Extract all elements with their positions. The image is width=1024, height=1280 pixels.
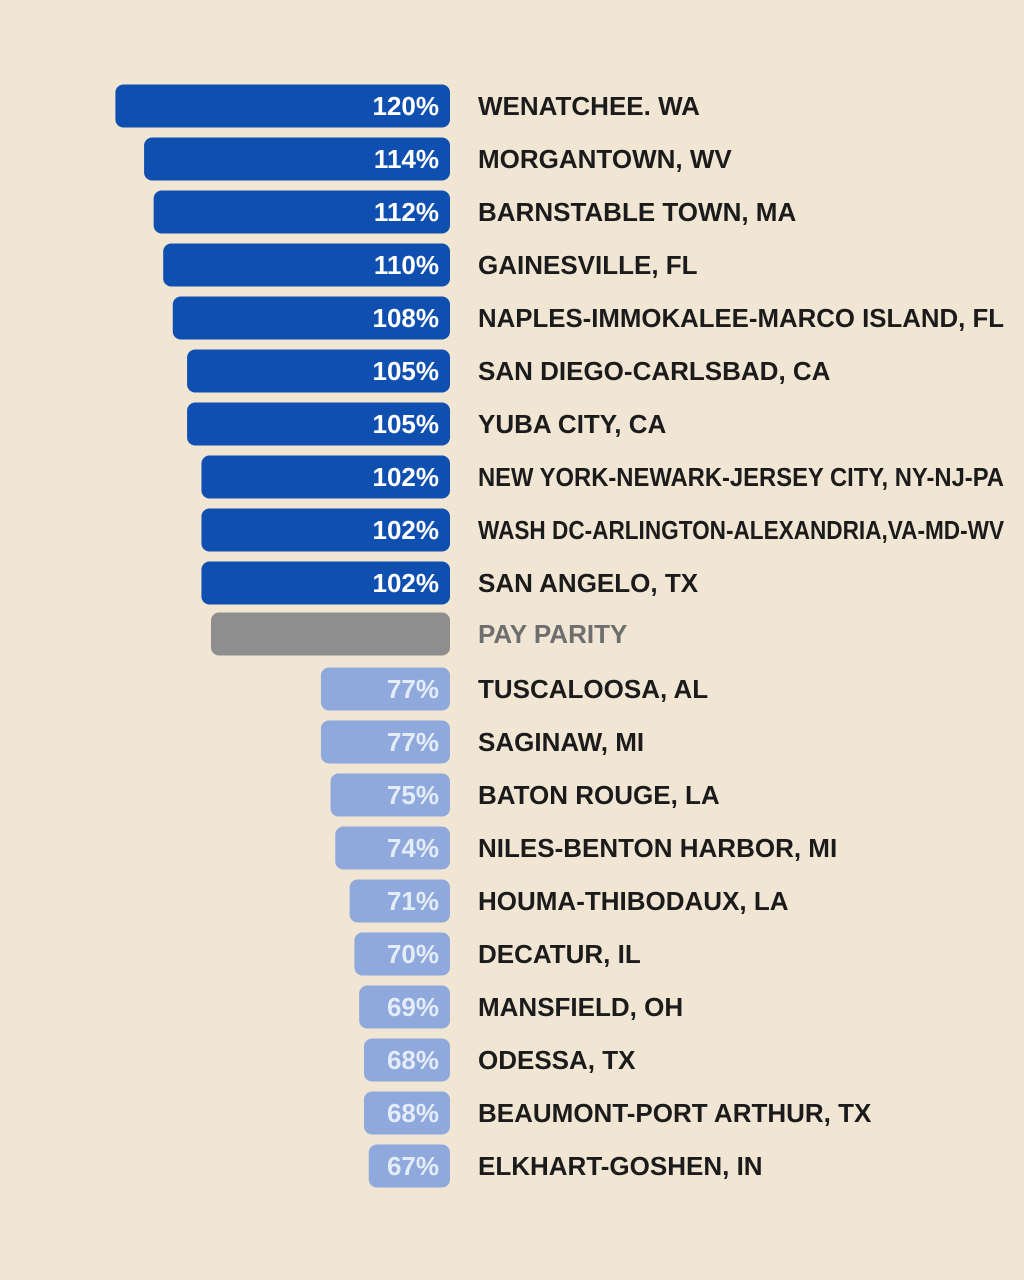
bar xyxy=(201,508,450,552)
bar-value-label: 120% xyxy=(373,91,440,121)
bar-row: 74% NILES-BENTON HARBOR, MI xyxy=(335,826,837,870)
category-label: YUBA CITY, CA xyxy=(478,409,666,439)
bar xyxy=(201,561,450,605)
category-label: WASH DC-ARLINGTON-ALEXANDRIA,VA-MD-WV xyxy=(478,515,1005,545)
category-label: NEW YORK-NEWARK-JERSEY CITY, NY-NJ-PA xyxy=(478,462,1004,492)
category-label: GAINESVILLE, FL xyxy=(478,250,698,280)
category-label: BEAUMONT-PORT ARTHUR, TX xyxy=(478,1098,872,1128)
bar xyxy=(359,985,450,1029)
bar-row: 75% BATON ROUGE, LA xyxy=(330,773,720,817)
category-label: MANSFIELD, OH xyxy=(478,992,683,1022)
bar-row: 105% SAN DIEGO-CARLSBAD, CA xyxy=(187,349,831,393)
bar-row: PAY PARITY xyxy=(211,612,627,656)
bar-value-label: 67% xyxy=(387,1151,439,1181)
bar-value-label: 68% xyxy=(387,1045,439,1075)
parity-bar xyxy=(211,612,450,656)
bar-row: 69% MANSFIELD, OH xyxy=(359,985,683,1029)
bar-row: 105% YUBA CITY, CA xyxy=(187,402,666,446)
bar-row: 102% NEW YORK-NEWARK-JERSEY CITY, NY-NJ-P… xyxy=(201,455,1004,499)
bar-row: 68% ODESSA, TX xyxy=(363,1038,636,1082)
bar-value-label: 102% xyxy=(373,515,440,545)
bar-row: 77% TUSCALOOSA, AL xyxy=(320,667,708,711)
bar-value-label: 74% xyxy=(387,833,439,863)
bar-value-label: 102% xyxy=(373,462,440,492)
bar xyxy=(368,1144,450,1188)
bar-row: 108% NAPLES-IMMOKALEE-MARCO ISLAND, FL xyxy=(172,296,1004,340)
category-label: SAGINAW, MI xyxy=(478,727,644,757)
bar-value-label: 110% xyxy=(374,250,439,280)
bar-row: 102% WASH DC-ARLINGTON-ALEXANDRIA,VA-MD-W… xyxy=(201,508,1005,552)
bar-row: 67% ELKHART-GOSHEN, IN xyxy=(368,1144,763,1188)
category-label: ODESSA, TX xyxy=(478,1045,636,1075)
bar xyxy=(115,84,451,128)
category-label: ELKHART-GOSHEN, IN xyxy=(478,1151,763,1181)
bar-row: 77% SAGINAW, MI xyxy=(320,720,644,764)
bar-value-label: 77% xyxy=(387,674,439,704)
bar-value-label: 71% xyxy=(387,886,439,916)
bar xyxy=(363,1038,450,1082)
bar-value-label: 69% xyxy=(387,992,439,1022)
bar-row: 102% SAN ANGELO, TX xyxy=(201,561,699,605)
category-label: BARNSTABLE TOWN, MA xyxy=(478,197,796,227)
bar xyxy=(330,773,450,817)
category-label: NILES-BENTON HARBOR, MI xyxy=(478,833,837,863)
bar-value-label: 105% xyxy=(373,409,440,439)
bar xyxy=(187,349,450,393)
category-label: HOUMA-THIBODAUX, LA xyxy=(478,886,789,916)
bar-value-label: 102% xyxy=(373,568,440,598)
bar-row: 120% WENATCHEE. WA xyxy=(115,84,700,128)
bar-value-label: 68% xyxy=(387,1098,439,1128)
bar-row: 112% BARNSTABLE TOWN, MA xyxy=(153,190,796,234)
bar-value-label: 108% xyxy=(373,303,440,333)
parity-label: PAY PARITY xyxy=(478,619,627,649)
category-label: NAPLES-IMMOKALEE-MARCO ISLAND, FL xyxy=(478,303,1004,333)
bar-value-label: 70% xyxy=(387,939,439,969)
bar xyxy=(335,826,450,870)
category-label: SAN ANGELO, TX xyxy=(478,568,699,598)
bar xyxy=(320,667,450,711)
bar xyxy=(153,190,450,234)
bar-value-label: 77% xyxy=(387,727,439,757)
bar-row: 68% BEAUMONT-PORT ARTHUR, TX xyxy=(363,1091,872,1135)
category-label: DECATUR, IL xyxy=(478,939,641,969)
bar-row: 110% GAINESVILLE, FL xyxy=(163,243,698,287)
bar xyxy=(354,932,450,976)
bar xyxy=(201,455,450,499)
bar-row: 70% DECATUR, IL xyxy=(354,932,641,976)
category-label: SAN DIEGO-CARLSBAD, CA xyxy=(478,356,831,386)
bar-value-label: 114% xyxy=(374,144,439,174)
bar xyxy=(320,720,450,764)
bar xyxy=(363,1091,450,1135)
category-label: MORGANTOWN, WV xyxy=(478,144,732,174)
bar xyxy=(163,243,450,287)
bar-value-label: 75% xyxy=(387,780,439,810)
category-label: WENATCHEE. WA xyxy=(478,91,700,121)
bar xyxy=(172,296,450,340)
category-label: BATON ROUGE, LA xyxy=(478,780,720,810)
bar-value-label: 112% xyxy=(374,197,439,227)
category-label: TUSCALOOSA, AL xyxy=(478,674,708,704)
bar xyxy=(349,879,450,923)
bar-row: 71% HOUMA-THIBODAUX, LA xyxy=(349,879,789,923)
bar xyxy=(144,137,450,181)
bar-value-label: 105% xyxy=(373,356,440,386)
bar-row: 114% MORGANTOWN, WV xyxy=(144,137,732,181)
bar xyxy=(187,402,450,446)
